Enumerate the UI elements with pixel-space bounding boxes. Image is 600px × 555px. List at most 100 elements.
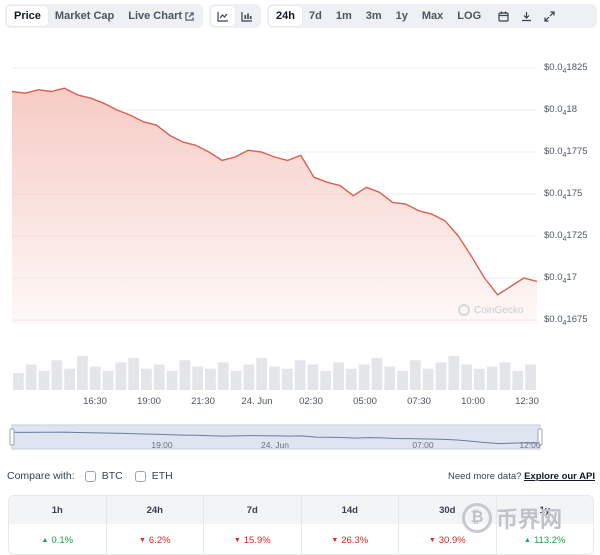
volume-bar xyxy=(307,364,319,390)
y-tick-prefix: $0.0 xyxy=(544,272,563,283)
price-area-fill xyxy=(12,88,537,324)
compare-row: Compare with: BTC ETH Need more data? Ex… xyxy=(7,469,595,483)
y-axis-tick-label: $0.041725 xyxy=(544,230,588,243)
range-24h[interactable]: 24h xyxy=(269,6,302,26)
checkbox-box[interactable] xyxy=(134,470,146,482)
y-axis-tick-label: $0.0418 xyxy=(544,104,577,117)
caret-down-icon: ▼ xyxy=(138,536,146,544)
volume-bar xyxy=(128,358,140,390)
caret-up-icon: ▲ xyxy=(524,536,531,544)
volume-bar xyxy=(448,356,460,390)
line-chart-button[interactable] xyxy=(211,6,236,26)
navigator-handle-right[interactable] xyxy=(537,428,543,446)
y-tick-zero-count: 4 xyxy=(562,67,567,75)
site-watermark: ₿ 币界网 xyxy=(462,502,562,534)
log-scale-toggle[interactable]: LOG xyxy=(457,10,482,22)
caret-down-icon: ▼ xyxy=(331,536,339,544)
compare-btc-checkbox[interactable]: BTC xyxy=(84,470,123,482)
header-30d: 30d xyxy=(399,496,497,524)
volume-bar xyxy=(77,356,88,390)
volume-bar xyxy=(371,358,383,390)
x-axis-tick-label: 21:30 xyxy=(191,396,215,407)
y-axis-tick-label: $0.041675 xyxy=(544,314,588,327)
caret-down-icon: ▼ xyxy=(428,536,436,544)
y-tick-digits: 18 xyxy=(566,104,577,115)
volume-bar xyxy=(345,368,357,390)
tab-market-cap[interactable]: Market Cap xyxy=(54,10,115,22)
calendar-icon xyxy=(498,11,509,22)
x-axis-tick-label: 24. Jun xyxy=(241,396,273,407)
price-chart[interactable]: $0.041825 $0.0418 $0.041775 $0.04175 $0.0417… xyxy=(0,38,600,458)
volume-bar xyxy=(294,360,306,390)
navigator-handle-left[interactable] xyxy=(9,428,15,446)
volume-bar xyxy=(166,370,178,390)
volume-bar xyxy=(38,370,50,390)
volume-bar xyxy=(179,360,191,390)
volume-bar xyxy=(153,364,165,390)
compare-eth-checkbox[interactable]: ETH xyxy=(134,470,173,482)
y-tick-prefix: $0.0 xyxy=(544,104,563,115)
chart-type-group xyxy=(209,4,262,28)
line-chart-icon xyxy=(217,11,229,22)
y-tick-prefix: $0.0 xyxy=(544,230,563,241)
change-value-text: 26.3% xyxy=(341,534,369,546)
coingecko-watermark: CoinGecko xyxy=(458,304,523,316)
header-14d: 14d xyxy=(302,496,399,524)
change-value-1y: ▲ 113.2% xyxy=(497,524,594,554)
range-1y[interactable]: 1y xyxy=(395,10,408,22)
range-group: 24h 7d 1m 3m 1y Max LOG xyxy=(267,4,597,28)
x-axis-tick-label: 07:30 xyxy=(407,396,431,407)
volume-bar xyxy=(409,360,421,390)
price-chart-svg xyxy=(9,67,543,450)
fullscreen-button[interactable] xyxy=(538,6,561,26)
header-7d: 7d xyxy=(204,496,302,524)
checkbox-box[interactable] xyxy=(84,470,96,482)
range-1m[interactable]: 1m xyxy=(335,10,352,22)
tab-live-chart-label: Live Chart xyxy=(128,10,183,22)
explore-api-link[interactable]: Explore our API xyxy=(524,470,595,482)
calendar-button[interactable] xyxy=(492,6,515,26)
y-tick-prefix: $0.0 xyxy=(544,62,563,73)
change-value-24h: ▼ 6.2% xyxy=(107,524,204,554)
price-change-header-row: 1h 24h 7d 14d 30d 1y xyxy=(9,496,593,524)
navigator-tick-label: 19:00 xyxy=(151,440,173,450)
range-3m[interactable]: 3m xyxy=(365,10,382,22)
y-tick-prefix: $0.0 xyxy=(544,188,563,199)
site-watermark-text: 币界网 xyxy=(496,507,563,532)
api-promo-text: Need more data? xyxy=(448,470,522,482)
volume-bar xyxy=(422,368,434,390)
x-axis-tick-label: 12:30 xyxy=(515,396,539,407)
tab-live-chart[interactable]: Live Chart xyxy=(121,6,201,26)
volume-bar xyxy=(141,368,152,390)
caret-up-icon: ▲ xyxy=(41,536,49,544)
volume-bar xyxy=(217,362,229,390)
volume-bar xyxy=(243,364,255,390)
range-7d[interactable]: 7d xyxy=(308,10,322,22)
y-tick-zero-count: 4 xyxy=(562,109,567,117)
volume-bar xyxy=(205,368,216,390)
volume-bar xyxy=(192,366,204,390)
change-value-text: 30.9% xyxy=(438,534,466,546)
y-axis-tick-label: $0.041825 xyxy=(544,62,588,75)
volume-bar xyxy=(499,362,511,390)
volume-bar xyxy=(473,368,485,390)
change-value-text: 0.1% xyxy=(51,534,74,546)
chart-toolbar: Price Market Cap Live Chart 24h 7d 1m 3m… xyxy=(5,4,597,28)
y-tick-digits: 1675 xyxy=(566,314,588,325)
volume-bar xyxy=(512,370,524,390)
compare-btc-label: BTC xyxy=(101,470,123,482)
volume-bar xyxy=(115,362,127,390)
volume-bar xyxy=(256,358,268,390)
tab-price[interactable]: Price xyxy=(7,6,48,26)
y-tick-zero-count: 4 xyxy=(562,319,567,327)
y-tick-zero-count: 4 xyxy=(562,151,567,159)
volume-bar xyxy=(397,370,408,390)
header-24h: 24h xyxy=(107,496,204,524)
range-max[interactable]: Max xyxy=(421,10,444,22)
y-tick-zero-count: 4 xyxy=(562,193,567,201)
download-button[interactable] xyxy=(515,6,538,26)
bitcoin-logo-icon: ₿ xyxy=(462,503,492,533)
x-axis-tick-label: 02:30 xyxy=(299,396,323,407)
compare-label: Compare with: xyxy=(7,470,75,482)
candlestick-button[interactable] xyxy=(235,6,259,26)
